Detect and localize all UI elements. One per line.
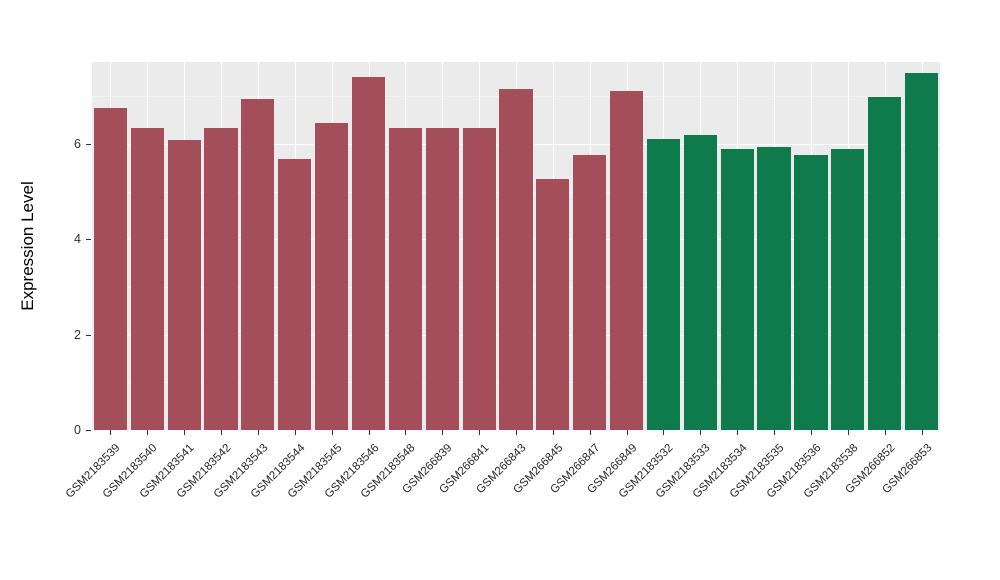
y-tick-mark bbox=[86, 143, 91, 145]
x-tick-mark bbox=[147, 430, 149, 435]
y-tick-label: 6 bbox=[74, 136, 81, 151]
bar-GSM2183540 bbox=[130, 128, 164, 430]
y-tick-label: 4 bbox=[74, 232, 81, 247]
bar-GSM2183535 bbox=[757, 146, 791, 430]
x-tick-mark bbox=[442, 430, 444, 435]
x-tick-mark bbox=[257, 430, 259, 435]
x-tick-mark bbox=[774, 430, 776, 435]
bar-GSM2183534 bbox=[720, 148, 754, 430]
x-tick-mark bbox=[184, 430, 186, 435]
x-tick-mark bbox=[700, 430, 702, 435]
bar-GSM2183538 bbox=[831, 148, 865, 430]
bar-GSM2183532 bbox=[646, 139, 681, 430]
x-tick-mark bbox=[405, 430, 407, 435]
y-axis-title-text: Expression Level bbox=[18, 181, 37, 311]
bar-GSM2183539 bbox=[93, 107, 127, 430]
bar-GSM2183536 bbox=[794, 154, 828, 430]
x-tick-mark bbox=[221, 430, 223, 435]
x-tick-mark bbox=[626, 430, 628, 435]
bar-GSM266847 bbox=[573, 155, 607, 430]
x-tick-mark bbox=[110, 430, 112, 435]
x-tick-mark bbox=[737, 430, 739, 435]
bar-GSM266849 bbox=[610, 90, 644, 430]
bar-GSM266841 bbox=[462, 127, 496, 430]
bar-GSM2183541 bbox=[167, 139, 201, 430]
x-tick-mark bbox=[479, 430, 481, 435]
x-tick-mark bbox=[589, 430, 591, 435]
x-tick-mark bbox=[294, 430, 296, 435]
x-tick-mark bbox=[884, 430, 886, 435]
x-tick-mark bbox=[810, 430, 812, 435]
bar-GSM266843 bbox=[499, 88, 533, 430]
bar-GSM266853 bbox=[904, 72, 939, 430]
y-tick-label: 0 bbox=[74, 423, 81, 437]
x-tick-mark bbox=[921, 430, 923, 435]
y-tick-mark bbox=[86, 239, 91, 241]
y-tick-label: 2 bbox=[74, 327, 81, 342]
bar-GSM266839 bbox=[425, 127, 459, 430]
bar-GSM2183543 bbox=[241, 98, 275, 430]
plot-panel bbox=[92, 62, 940, 430]
bar-GSM2183544 bbox=[278, 159, 312, 430]
y-tick-mark bbox=[86, 430, 91, 431]
bar-GSM266845 bbox=[536, 178, 570, 430]
x-tick-mark bbox=[516, 430, 517, 435]
x-tick-mark bbox=[331, 430, 333, 435]
x-tick-mark bbox=[552, 430, 554, 435]
y-tick-mark bbox=[86, 334, 91, 336]
bar-GSM2183548 bbox=[388, 127, 422, 430]
x-tick-mark bbox=[368, 430, 370, 435]
bar-GSM2183545 bbox=[315, 123, 349, 430]
bar-GSM2183533 bbox=[683, 134, 717, 430]
x-tick-mark bbox=[847, 430, 849, 435]
bar-GSM2183546 bbox=[351, 76, 386, 430]
bar-GSM266852 bbox=[868, 97, 902, 430]
x-tick-mark bbox=[663, 430, 665, 435]
bar-GSM2183542 bbox=[204, 127, 238, 430]
